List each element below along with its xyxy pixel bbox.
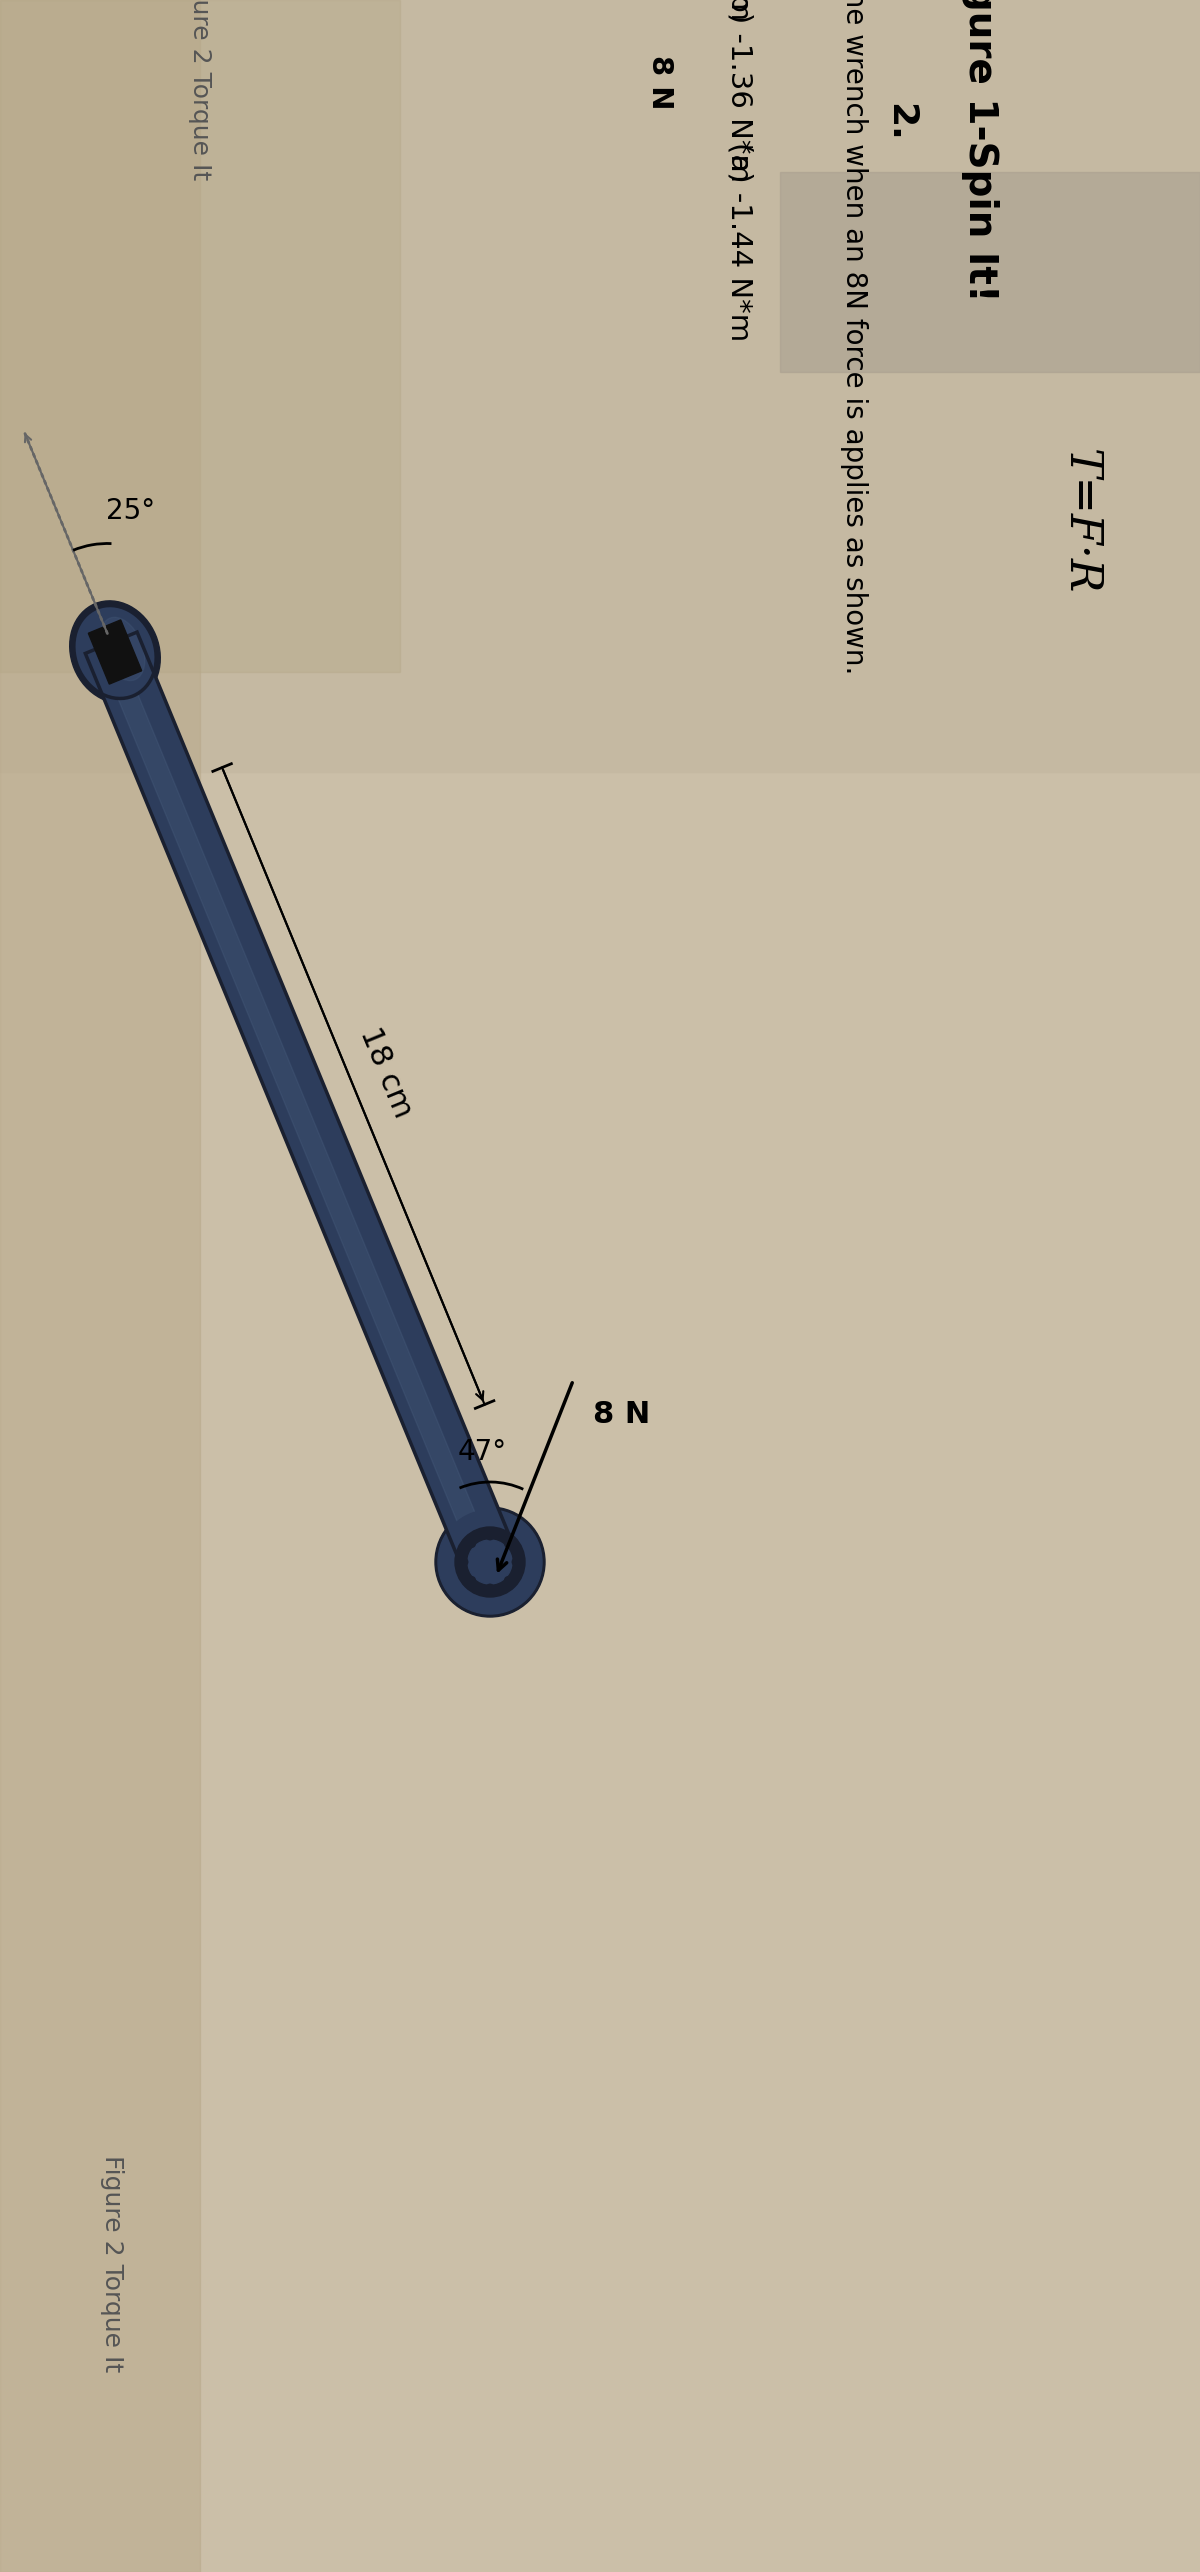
Text: 8 N: 8 N bbox=[593, 1399, 650, 1430]
Circle shape bbox=[468, 1541, 475, 1548]
Text: 47°: 47° bbox=[457, 1438, 506, 1466]
Text: T=F·R: T=F·R bbox=[1058, 450, 1102, 594]
Circle shape bbox=[512, 1559, 521, 1566]
Text: Figure 1-Spin It!: Figure 1-Spin It! bbox=[961, 0, 998, 301]
Polygon shape bbox=[85, 633, 520, 1582]
Text: 18 cm: 18 cm bbox=[354, 1024, 418, 1121]
Circle shape bbox=[504, 1577, 512, 1584]
Ellipse shape bbox=[70, 602, 161, 702]
Circle shape bbox=[504, 1541, 512, 1548]
Circle shape bbox=[460, 1559, 468, 1566]
Text: 8 N: 8 N bbox=[646, 54, 674, 108]
Text: A Calculate the torque supplied by the wrench when an 8N force is applies as sho: A Calculate the torque supplied by the w… bbox=[840, 0, 868, 674]
Circle shape bbox=[486, 1533, 494, 1541]
Circle shape bbox=[468, 1541, 512, 1584]
Text: Figure 2 Torque It: Figure 2 Torque It bbox=[100, 2155, 124, 2371]
Polygon shape bbox=[89, 620, 142, 684]
Text: 25°: 25° bbox=[106, 496, 155, 525]
Text: 2.: 2. bbox=[883, 103, 917, 141]
Circle shape bbox=[455, 1528, 526, 1597]
Text: (c) -1.05 N*m: (c) -1.05 N*m bbox=[726, 0, 754, 21]
Text: Figure 2 Torque It: Figure 2 Torque It bbox=[188, 0, 212, 180]
Ellipse shape bbox=[74, 604, 156, 700]
Circle shape bbox=[438, 1510, 542, 1615]
Bar bbox=[0, 0, 200, 2572]
Text: (b) -1.36 N*m: (b) -1.36 N*m bbox=[726, 0, 754, 183]
Bar bbox=[780, 172, 1200, 373]
Bar bbox=[0, 0, 1200, 772]
Polygon shape bbox=[100, 646, 497, 1571]
Circle shape bbox=[468, 1577, 475, 1584]
Circle shape bbox=[436, 1507, 545, 1618]
Circle shape bbox=[486, 1584, 494, 1592]
Text: (a) -1.44 N*m: (a) -1.44 N*m bbox=[726, 141, 754, 342]
Ellipse shape bbox=[100, 617, 145, 682]
Bar bbox=[0, 0, 400, 671]
